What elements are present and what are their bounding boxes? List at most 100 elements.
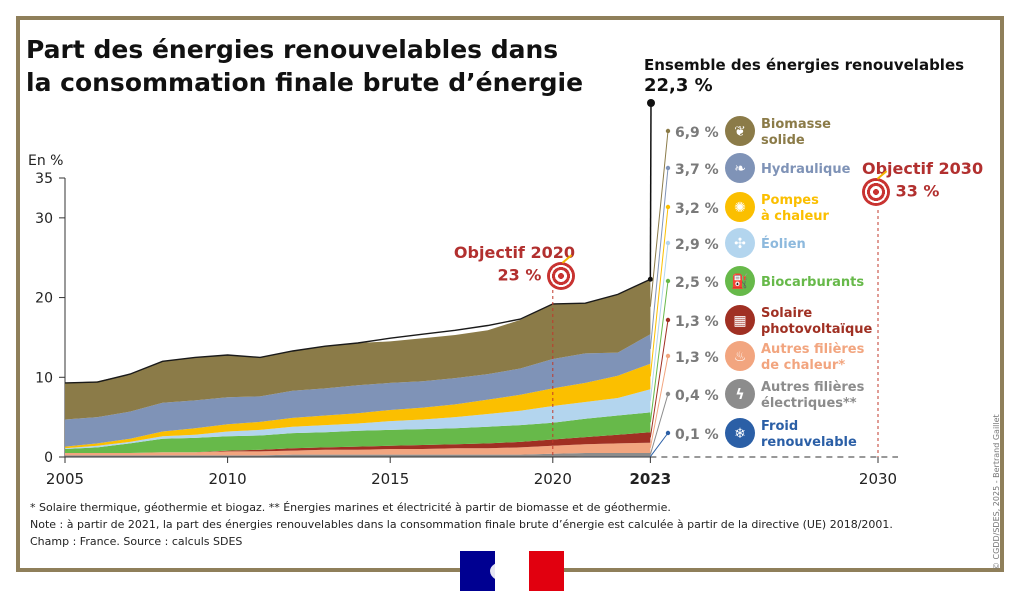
leader-line	[649, 242, 669, 401]
leader-dot	[665, 278, 671, 284]
goal-2030: Objectif 2030 33 %	[862, 159, 997, 206]
total-leader-dot	[647, 99, 655, 107]
leader-line	[649, 206, 669, 377]
legend-label: Éolien	[761, 236, 806, 252]
note-source: Champ : France. Source : calculs SDES	[30, 535, 243, 548]
x-tick-label: 2023	[629, 470, 671, 488]
fuel-pump-icon	[725, 266, 755, 296]
y-tick-label: 0	[44, 450, 53, 466]
leaf-icon	[725, 116, 755, 146]
leader-line	[649, 167, 669, 350]
legend-label: solide	[761, 133, 805, 148]
heat-pump-icon-glyph: ✺	[734, 200, 746, 216]
y-tick-label: 30	[35, 211, 53, 227]
note-directive: Note : à partir de 2021, la part des éne…	[30, 518, 893, 531]
total-value: 22,3 %	[644, 75, 713, 96]
lightning-icon	[725, 379, 755, 409]
leader-line	[649, 393, 669, 455]
goal-2030-value: 33 %	[895, 181, 940, 201]
leader-dot	[665, 128, 671, 134]
area-biocarburants	[65, 412, 651, 453]
y-tick-label: 35	[35, 171, 53, 187]
target-icon	[862, 178, 890, 206]
area-autres-fili-res-de-chaleur-	[65, 442, 651, 456]
leader-dot	[665, 317, 671, 323]
y-axis-label: En %	[28, 153, 63, 169]
snowflake-icon	[725, 418, 755, 448]
leader-line	[649, 319, 669, 438]
legend-value: 3,7 %	[675, 162, 719, 178]
legend-label: Froid	[761, 419, 798, 434]
legend-value: 6,9 %	[675, 125, 719, 141]
heat-pump-icon	[725, 192, 755, 222]
legend-value: 0,1 %	[675, 427, 719, 443]
goal-2020-title: Objectif 2020	[453, 243, 575, 262]
fuel-pump-icon-glyph: ⛽	[731, 273, 748, 290]
chart-title: Part des énergies renouvelables dans la …	[26, 33, 586, 99]
legend-value: 2,9 %	[675, 237, 719, 253]
area-autres-fili-res-lectriques-	[65, 453, 651, 457]
x-tick-label: 2020	[534, 470, 572, 488]
legend-value: 1,3 %	[675, 314, 719, 330]
legend-value: 2,5 %	[675, 275, 719, 291]
total-label: Ensemble des énergies renouvelables	[644, 56, 965, 74]
area-solaire-photovolta-que	[65, 432, 651, 453]
area-biomasse-solide	[65, 279, 651, 420]
legend-label: Pompes	[761, 193, 819, 208]
area--olien	[65, 389, 651, 449]
area-hydraulique	[65, 334, 651, 447]
title-line-1: Part des énergies renouvelables dans	[26, 35, 559, 64]
x-tick-label: 2010	[209, 470, 247, 488]
title-line-2: la consommation finale brute d’énergie	[26, 68, 584, 97]
legend-label: Biocarburants	[761, 275, 864, 290]
y-tick-label: 10	[35, 370, 53, 386]
legend-label: renouvelable	[761, 435, 857, 450]
legend-label: Biomasse	[761, 117, 831, 132]
legend-label: Hydraulique	[761, 162, 851, 177]
goal-2020-value: 23 %	[497, 265, 542, 285]
x-tick-label: 2015	[371, 470, 409, 488]
solar-panel-icon-glyph: ▦	[733, 313, 746, 329]
water-drops-icon-glyph: ❧	[734, 161, 746, 177]
flame-icon	[725, 341, 755, 371]
lightning-icon-glyph: ϟ	[735, 387, 744, 403]
water-drops-icon	[725, 153, 755, 183]
area-pompes-chaleur	[65, 363, 651, 449]
legend-value: 1,3 %	[675, 350, 719, 366]
solar-panel-icon	[725, 305, 755, 335]
legend-value: 0,4 %	[675, 388, 719, 404]
legend-label: à chaleur	[761, 209, 830, 224]
total-end-dot	[647, 276, 653, 282]
flame-icon-glyph: ♨	[734, 349, 747, 365]
x-tick-label: 2030	[859, 470, 897, 488]
y-tick-label: 20	[35, 291, 53, 307]
legend-label: Solaire	[761, 306, 812, 321]
notes: * Solaire thermique, géothermie et bioga…	[30, 499, 960, 550]
target-icon	[547, 262, 575, 290]
leader-dot	[665, 430, 671, 436]
total-leader	[649, 102, 652, 280]
leader-line	[649, 130, 669, 307]
leader-line	[649, 280, 669, 423]
leader-dot	[665, 204, 671, 210]
credit: © CGDD/SDES, 2025 - Bertrand Gaillet	[992, 414, 1001, 570]
legend-label: électriques**	[761, 396, 857, 411]
republique-francaise-logo	[460, 551, 565, 591]
legend-label: de chaleur*	[761, 358, 845, 373]
leader-dot	[665, 391, 671, 397]
x-tick-label: 2005	[46, 470, 84, 488]
note-footnotes: * Solaire thermique, géothermie et bioga…	[30, 501, 671, 514]
wind-turbine-icon	[725, 228, 755, 258]
leader-line	[649, 355, 669, 448]
leader-dot	[665, 353, 671, 359]
goal-2020: Objectif 2020 23 %	[400, 243, 575, 290]
leaf-icon-glyph: ❦	[734, 124, 746, 140]
wind-turbine-icon-glyph: ✣	[734, 236, 746, 252]
legend-label: photovoltaïque	[761, 322, 873, 337]
leader-dot	[665, 240, 671, 246]
leader-dot	[665, 165, 671, 171]
snowflake-icon-glyph: ❄	[734, 426, 746, 442]
legend-value: 3,2 %	[675, 201, 719, 217]
legend-label: Autres filières	[761, 342, 865, 357]
